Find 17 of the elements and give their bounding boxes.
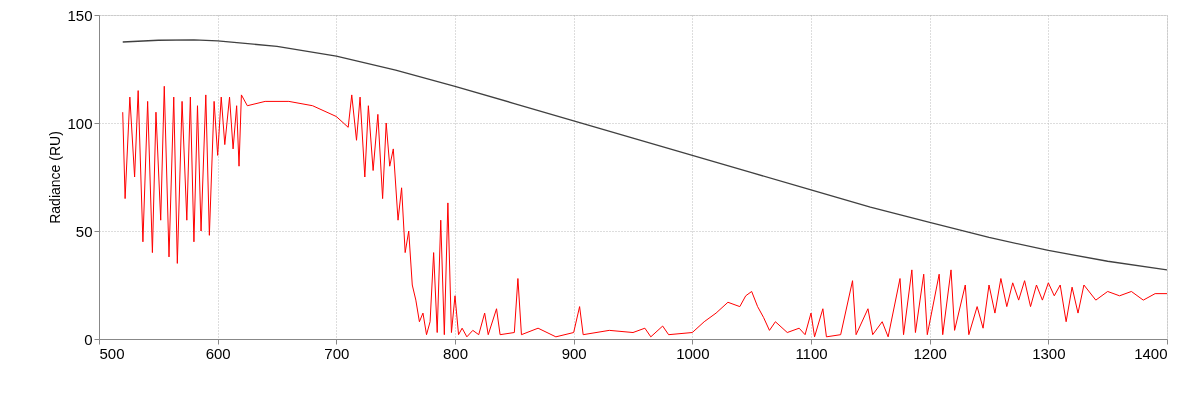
- y-tick-label: 100: [67, 114, 93, 132]
- x-tick-label: 1000: [676, 344, 710, 362]
- y-tick-label: 150: [67, 6, 93, 24]
- line-series: [122, 85, 1167, 338]
- x-tick-label: 1400: [1134, 344, 1168, 362]
- y-tick-label: 50: [75, 222, 93, 240]
- x-tick-label: 800: [442, 344, 469, 362]
- x-tick-label: 500: [99, 344, 125, 362]
- x-tick-label: 1300: [1032, 344, 1066, 362]
- y-tick-label: 0: [84, 330, 93, 348]
- line-series: [122, 39, 1167, 271]
- x-tick-label: 1200: [913, 344, 947, 362]
- x-tick-label: 700: [324, 344, 350, 362]
- x-tick-label: 900: [561, 344, 587, 362]
- y-axis-title: Radiance (RU): [47, 131, 64, 224]
- x-tick-label: 600: [205, 344, 231, 362]
- x-tick-label: 1100: [795, 344, 828, 362]
